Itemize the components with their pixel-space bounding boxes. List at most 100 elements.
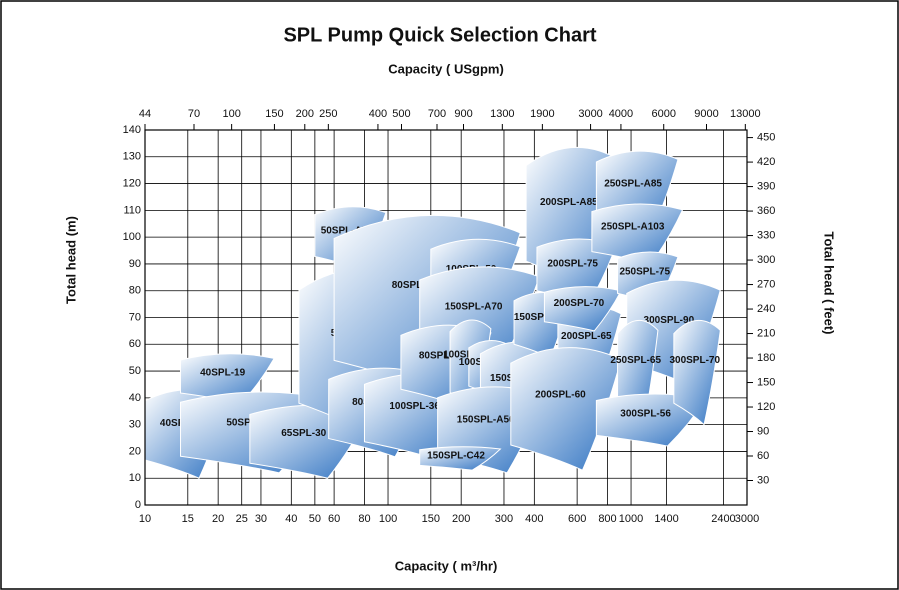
y2-tick-label: 450 [757,131,775,143]
pump-region [673,319,721,426]
x-tick-label: 15 [182,513,194,525]
y2-tick-label: 420 [757,156,775,168]
y-tick-label: 20 [129,445,141,457]
region-label: 65SPL-30 [281,428,326,439]
y2-tick-label: 270 [757,278,775,290]
y-tick-label: 120 [123,177,141,189]
x-tick-label: 1000 [619,513,643,525]
x-tick-label: 400 [525,513,543,525]
region-label: 80SPL-42 [419,351,464,362]
y-axis-label: Total head (m) [63,216,78,304]
x-tick-label: 30 [255,513,267,525]
y-tick-label: 0 [135,499,141,511]
region-label: 100SPL-36 [389,401,440,412]
x2-axis-label: Capacity ( USgpm) [388,61,504,76]
region-label: 200SPL-75 [547,259,598,270]
region-label: 250SPL-65 [610,355,661,366]
x2-tick-label: 400 [369,108,387,120]
plot-border [144,129,748,506]
x2-tick-label: 3000 [578,108,602,120]
x-axis-label: Capacity ( m³/hr) [395,558,498,573]
x-tick-label: 40 [285,513,297,525]
region-label: 150SPL-C42 [427,450,485,461]
y-tick-label: 80 [129,285,141,297]
region-label: 200SPL-A85 [540,197,598,208]
x-tick-label: 10 [139,513,151,525]
pump-region [419,446,502,471]
x2-tick-label: 700 [428,108,446,120]
x-tick-label: 60 [328,513,340,525]
y-tick-label: 70 [129,311,141,323]
region-label: 300SPL-70 [669,355,720,366]
y2-axis-label: Total head ( feet) [822,231,837,334]
x2-tick-label: 6000 [651,108,675,120]
x2-tick-label: 500 [392,108,410,120]
y2-tick-label: 240 [757,303,775,315]
y2-tick-label: 360 [757,205,775,217]
y2-tick-label: 90 [757,425,769,437]
region-label: 200SPL-65 [561,331,612,342]
region-label: 300SPL-56 [620,409,671,420]
region-label: 50SPL-A50 [321,225,374,236]
y2-tick-label: 180 [757,352,775,364]
y-tick-label: 110 [123,204,141,216]
y2-tick-label: 390 [757,180,775,192]
region-label: 200SPL-60 [535,389,586,400]
x-tick-label: 2400 [711,513,735,525]
y2-tick-label: 30 [757,474,769,486]
x-tick-label: 100 [379,513,397,525]
y-tick-label: 40 [129,392,141,404]
x-tick-label: 50 [309,513,321,525]
y2-tick-label: 300 [757,254,775,266]
x2-tick-label: 70 [188,108,200,120]
x2-tick-label: 9000 [694,108,718,120]
pump-region [543,286,622,332]
x-tick-label: 800 [598,513,616,525]
x2-tick-label: 250 [319,108,337,120]
y-tick-label: 140 [123,124,141,136]
region-label: 250SPL-A103 [601,222,665,233]
x-tick-label: 80 [358,513,370,525]
x-tick-label: 20 [212,513,224,525]
x-tick-label: 1400 [654,513,678,525]
x-tick-label: 300 [495,513,513,525]
pump-region [595,393,707,447]
y-tick-label: 130 [123,151,141,163]
y2-tick-label: 150 [757,376,775,388]
region-label: 200SPL-70 [554,298,605,309]
region-label: 250SPL-75 [619,267,670,278]
y-tick-label: 90 [129,258,141,270]
chart-title: SPL Pump Quick Selection Chart [283,24,596,46]
region-label: 150SPL-A50 [457,414,515,425]
region-label: 250SPL-A85 [604,179,662,190]
region-label: 300SPL-90 [644,315,695,326]
region-label: 150SPL-65 [514,312,565,323]
region-label: 50SPL-33 [226,418,271,429]
x-tick-label: 600 [568,513,586,525]
x-tick-label: 3000 [735,513,759,525]
y2-tick-label: 60 [757,450,769,462]
y-tick-label: 50 [129,365,141,377]
x2-tick-label: 1900 [530,108,554,120]
x2-tick-label: 44 [139,108,151,120]
x2-tick-label: 13000 [730,108,761,120]
region-label: 40SPL-19 [200,367,245,378]
x2-tick-label: 1300 [490,108,514,120]
y-tick-label: 30 [129,419,141,431]
y-tick-label: 10 [129,472,141,484]
y2-tick-label: 330 [757,229,775,241]
x-tick-label: 25 [236,513,248,525]
y-tick-label: 60 [129,338,141,350]
x-tick-label: 200 [452,513,470,525]
x2-tick-label: 4000 [609,108,633,120]
region-label: 80SPL-A52 [392,280,445,291]
x2-tick-label: 100 [222,108,240,120]
x2-tick-label: 200 [296,108,314,120]
x-tick-label: 150 [422,513,440,525]
region-label: 150SPL-A70 [445,301,503,312]
y2-tick-label: 120 [757,401,775,413]
x2-tick-label: 150 [265,108,283,120]
y2-tick-label: 210 [757,327,775,339]
